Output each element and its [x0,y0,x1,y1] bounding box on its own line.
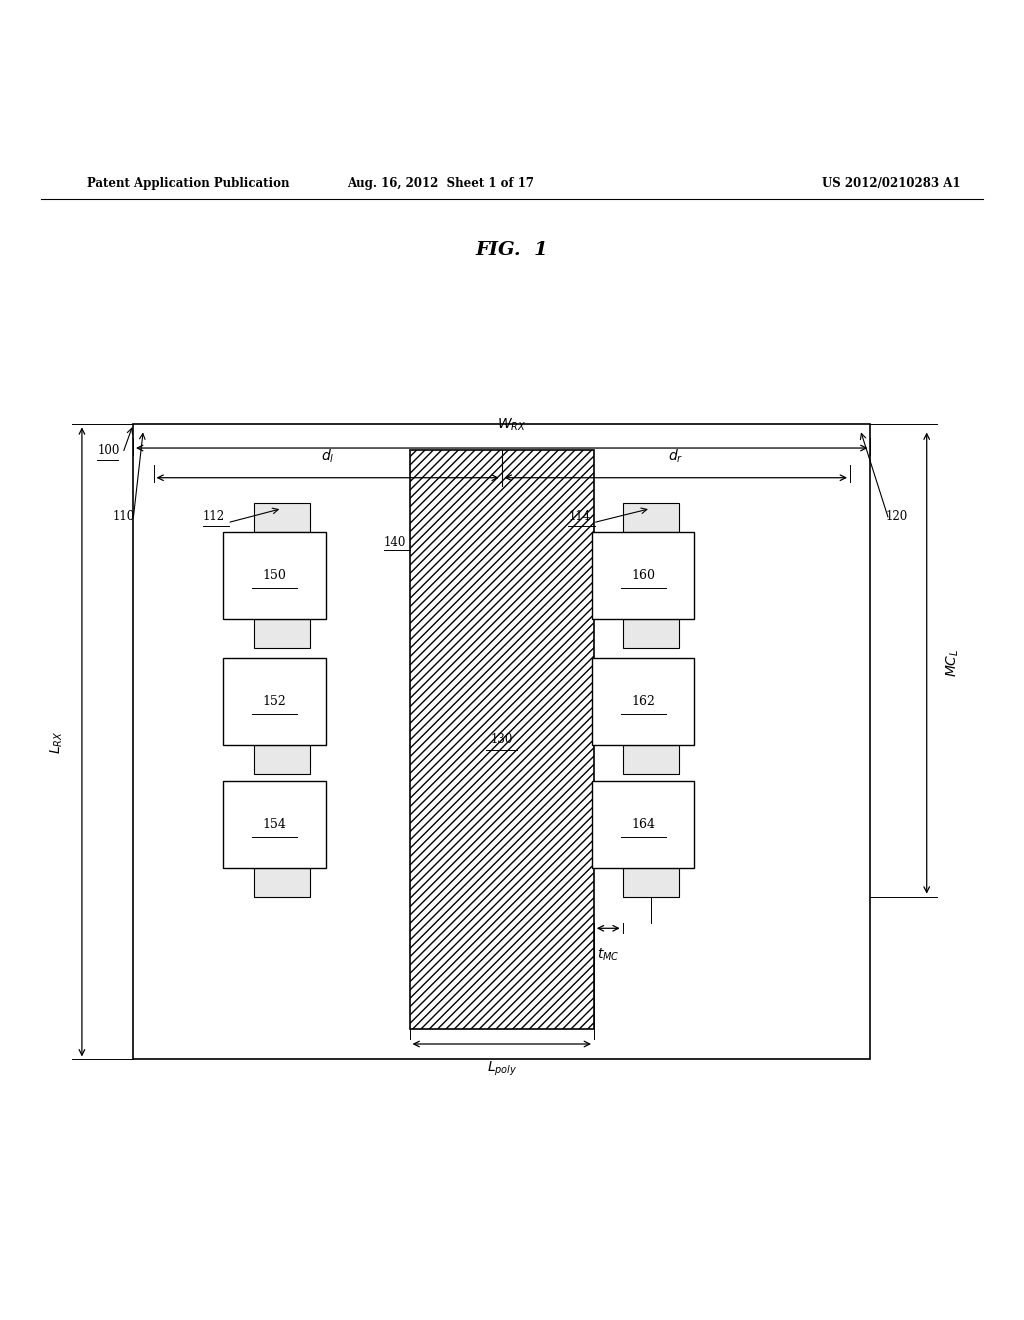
Bar [223,532,326,619]
Text: 120: 120 [886,510,908,523]
Bar [410,450,594,1028]
Bar [592,532,694,619]
Text: 112: 112 [203,510,225,523]
Text: $t_{MC}$: $t_{MC}$ [597,946,620,964]
Bar [623,867,679,896]
Text: US 2012/0210283 A1: US 2012/0210283 A1 [821,177,961,190]
Text: 114: 114 [568,510,591,523]
Text: 150: 150 [262,569,287,582]
Bar [254,744,310,774]
Bar [592,781,694,867]
Bar [254,503,310,532]
Text: $MC_{L}$: $MC_{L}$ [944,649,961,677]
Text: 100: 100 [97,444,120,457]
Text: 154: 154 [262,818,287,830]
Text: $W_{RX}$: $W_{RX}$ [498,416,526,433]
Bar [223,657,326,744]
Text: 160: 160 [631,569,655,582]
Text: $d_{l}$: $d_{l}$ [321,447,335,466]
Text: FIG.  1: FIG. 1 [475,242,549,260]
Bar [223,781,326,867]
Text: $L_{RX}$: $L_{RX}$ [48,730,65,754]
Text: 130: 130 [490,733,513,746]
Text: 140: 140 [384,536,407,549]
Bar [254,867,310,896]
Text: 164: 164 [631,818,655,830]
Text: $L_{poly}$: $L_{poly}$ [486,1060,517,1077]
Bar [623,619,679,648]
Text: 110: 110 [113,510,135,523]
Text: 162: 162 [631,694,655,708]
Bar [623,744,679,774]
Bar [623,503,679,532]
Text: 152: 152 [262,694,287,708]
Text: Patent Application Publication: Patent Application Publication [87,177,290,190]
Text: $d_{r}$: $d_{r}$ [669,447,683,466]
Text: Aug. 16, 2012  Sheet 1 of 17: Aug. 16, 2012 Sheet 1 of 17 [347,177,534,190]
Bar [592,657,694,744]
Bar [133,425,870,1060]
Bar [254,619,310,648]
